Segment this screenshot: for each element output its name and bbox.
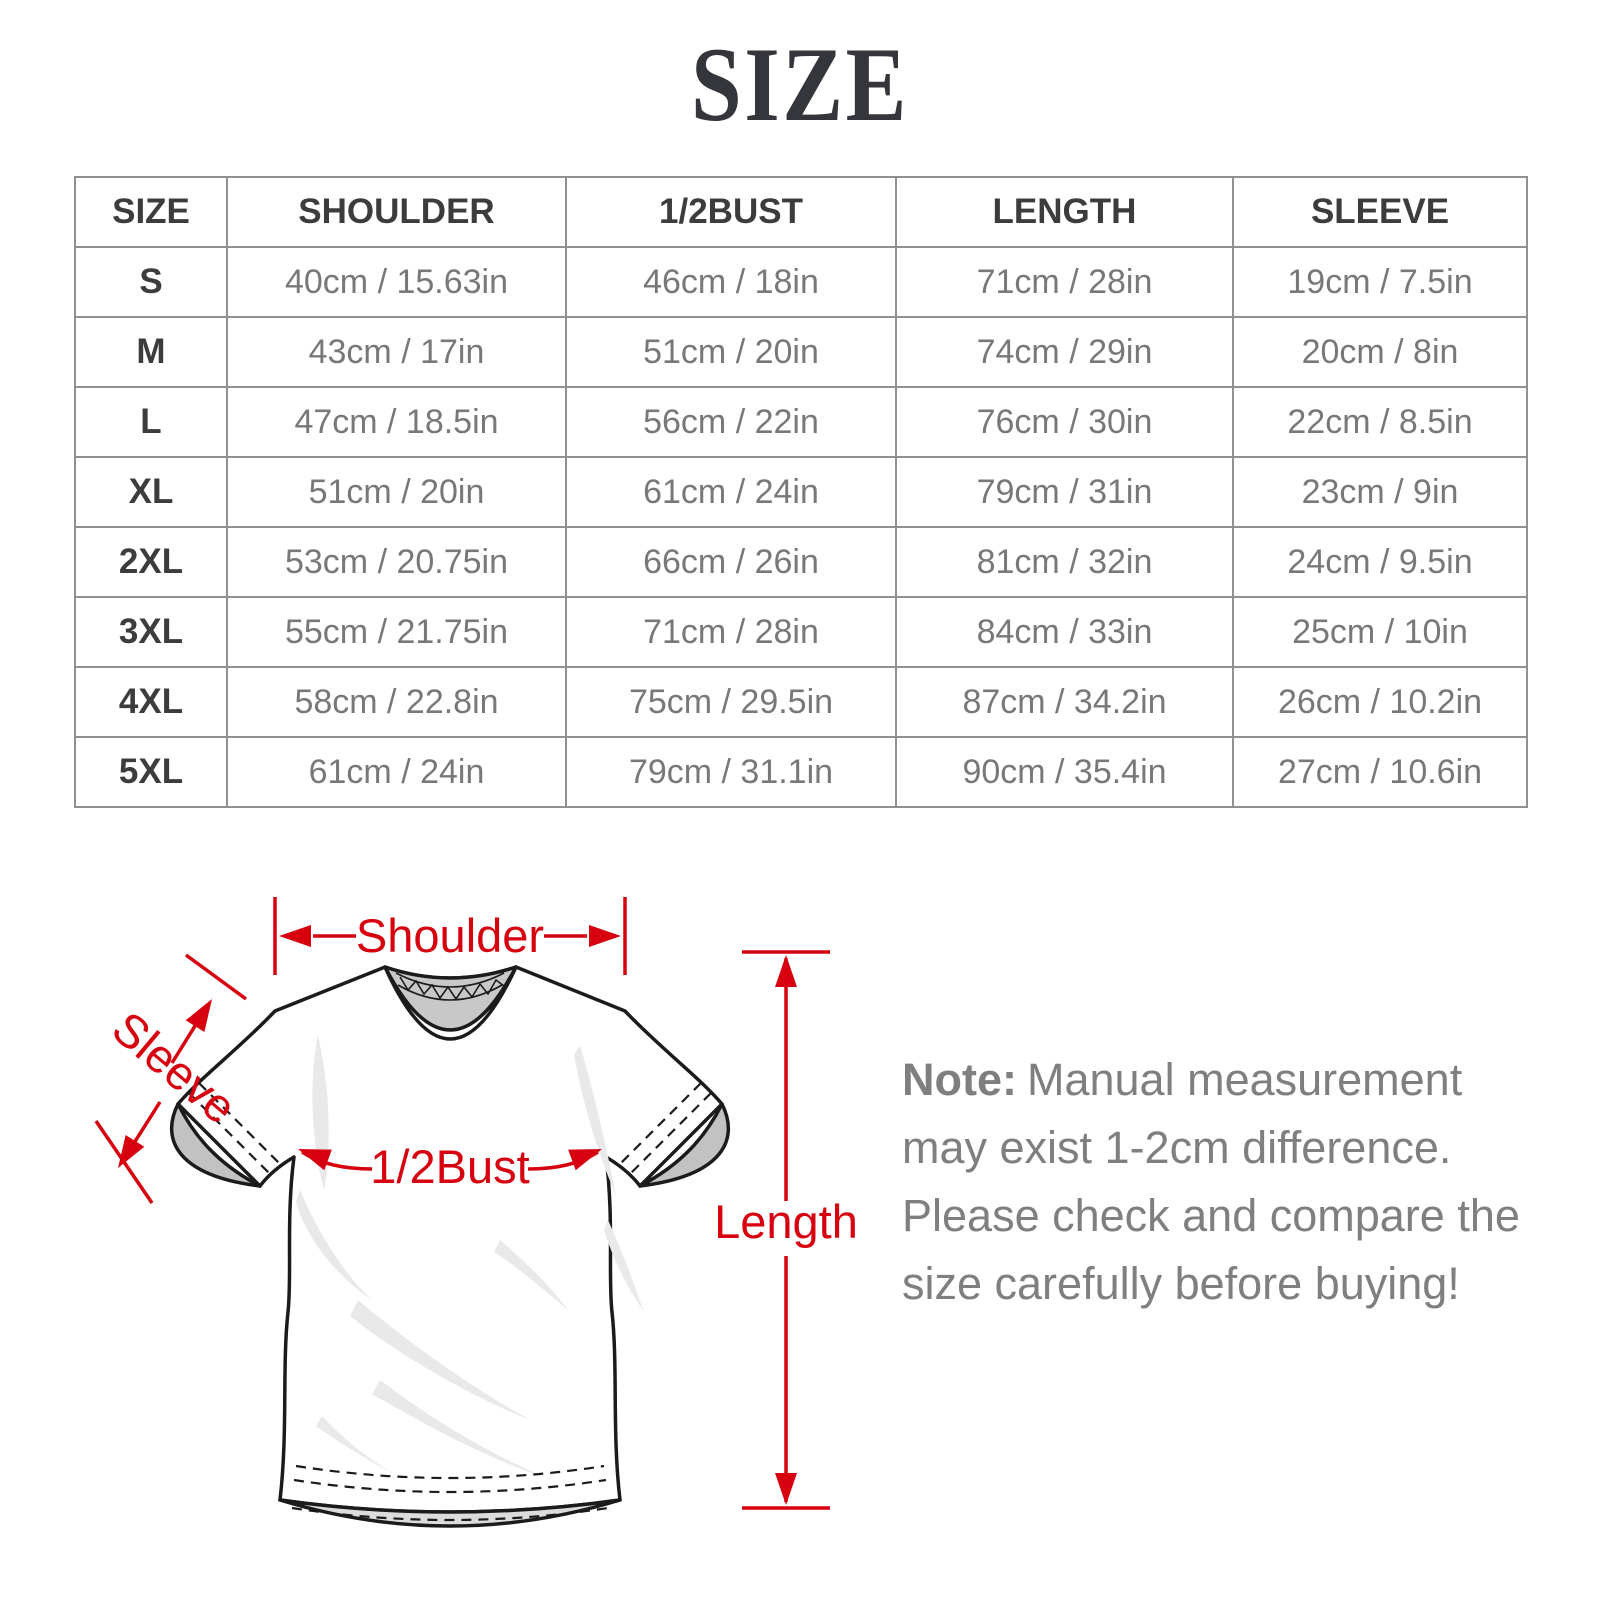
table-row: S 40cm / 15.63in 46cm / 18in 71cm / 28in 19c… <box>74 246 1528 318</box>
value-cell: 74cm / 29in <box>895 316 1234 388</box>
length-arrowhead-bottom <box>775 1473 797 1505</box>
page-title: SIZE <box>690 26 910 143</box>
value-cell: 40cm / 15.63in <box>226 246 567 318</box>
table-row: 5XL 61cm / 24in 79cm / 31.1in 90cm / 35.4in… <box>74 736 1528 808</box>
value-cell: 87cm / 34.2in <box>895 666 1234 738</box>
value-cell: 81cm / 32in <box>895 526 1234 598</box>
size-table: SIZE SHOULDER 1/2BUST LENGTH SLEEVE S 40c… <box>74 176 1528 808</box>
value-cell: 20cm / 8in <box>1232 316 1528 388</box>
bust-dimension: 1/2Bust <box>298 1140 602 1193</box>
table-row: L 47cm / 18.5in 56cm / 22in 76cm / 30in 22cm… <box>74 386 1528 458</box>
value-cell: 26cm / 10.2in <box>1232 666 1528 738</box>
size-cell: XL <box>74 456 228 528</box>
value-cell: 90cm / 35.4in <box>895 736 1234 808</box>
size-cell: 3XL <box>74 596 228 668</box>
tshirt-drawing <box>169 965 731 1528</box>
shoulder-arrowhead-right <box>589 925 621 947</box>
value-cell: 51cm / 20in <box>565 316 897 388</box>
table-row: 4XL 58cm / 22.8in 75cm / 29.5in 87cm / 34.2… <box>74 666 1528 738</box>
bust-arrowhead-right <box>568 1149 602 1171</box>
value-cell: 66cm / 26in <box>565 526 897 598</box>
shoulder-label: Shoulder <box>356 909 544 962</box>
value-cell: 55cm / 21.75in <box>226 596 567 668</box>
note-text: Manual measurement may exist 1-2cm diffe… <box>902 1054 1520 1309</box>
right-cuff <box>638 1102 731 1188</box>
note-label: Note: <box>902 1054 1017 1105</box>
value-cell: 76cm / 30in <box>895 386 1234 458</box>
value-cell: 47cm / 18.5in <box>226 386 567 458</box>
value-cell: 46cm / 18in <box>565 246 897 318</box>
value-cell: 19cm / 7.5in <box>1232 246 1528 318</box>
table-row: XL 51cm / 20in 61cm / 24in 79cm / 31in 23cm … <box>74 456 1528 528</box>
length-label: Length <box>714 1195 858 1248</box>
col-header-length: LENGTH <box>895 176 1234 248</box>
value-cell: 24cm / 9.5in <box>1232 526 1528 598</box>
col-header-bust: 1/2BUST <box>565 176 897 248</box>
value-cell: 84cm / 33in <box>895 596 1234 668</box>
table-row: 3XL 55cm / 21.75in 71cm / 28in 84cm / 33in 2… <box>74 596 1528 668</box>
tshirt-measurement-diagram: Shoulder Sleeve 1/2Bust <box>94 897 858 1528</box>
value-cell: 22cm / 8.5in <box>1232 386 1528 458</box>
size-cell: 4XL <box>74 666 228 738</box>
value-cell: 58cm / 22.8in <box>226 666 567 738</box>
sleeve-arrowhead-upper <box>185 999 212 1032</box>
value-cell: 27cm / 10.6in <box>1232 736 1528 808</box>
value-cell: 61cm / 24in <box>565 456 897 528</box>
length-dimension: Length <box>714 950 858 1510</box>
value-cell: 25cm / 10in <box>1232 596 1528 668</box>
value-cell: 75cm / 29.5in <box>565 666 897 738</box>
shoulder-arrowhead-left <box>279 925 311 947</box>
value-cell: 71cm / 28in <box>895 246 1234 318</box>
value-cell: 53cm / 20.75in <box>226 526 567 598</box>
col-header-sleeve: SLEEVE <box>1232 176 1528 248</box>
table-row: 2XL 53cm / 20.75in 66cm / 26in 81cm / 32in 2… <box>74 526 1528 598</box>
size-cell: L <box>74 386 228 458</box>
value-cell: 71cm / 28in <box>565 596 897 668</box>
measurement-note: Note: Manual measurement may exist 1-2cm … <box>902 1046 1534 1318</box>
value-cell: 56cm / 22in <box>565 386 897 458</box>
bust-label: 1/2Bust <box>370 1140 529 1193</box>
hem-roll <box>278 1498 622 1528</box>
value-cell: 51cm / 20in <box>226 456 567 528</box>
table-header-row: SIZE SHOULDER 1/2BUST LENGTH SLEEVE <box>74 176 1528 248</box>
shoulder-dimension: Shoulder <box>273 897 627 975</box>
value-cell: 61cm / 24in <box>226 736 567 808</box>
collar-rib-band <box>383 965 518 1041</box>
value-cell: 79cm / 31.1in <box>565 736 897 808</box>
size-cell: M <box>74 316 228 388</box>
value-cell: 79cm / 31in <box>895 456 1234 528</box>
col-header-size: SIZE <box>74 176 228 248</box>
col-header-shoulder: SHOULDER <box>226 176 567 248</box>
size-cell: S <box>74 246 228 318</box>
size-cell: 5XL <box>74 736 228 808</box>
value-cell: 23cm / 9in <box>1232 456 1528 528</box>
table-row: M 43cm / 17in 51cm / 20in 74cm / 29in 20cm /… <box>74 316 1528 388</box>
left-cuff <box>169 1102 262 1188</box>
value-cell: 43cm / 17in <box>226 316 567 388</box>
size-cell: 2XL <box>74 526 228 598</box>
